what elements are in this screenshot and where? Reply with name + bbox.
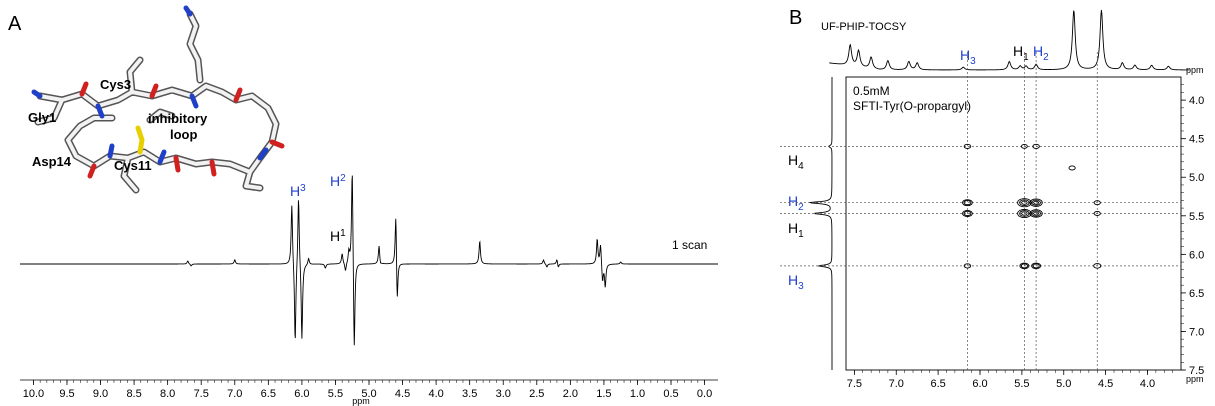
axis-a-tick-label: 2.5 (529, 388, 544, 400)
cross-peak (1093, 263, 1102, 269)
axis-a-tick-label: 5.0 (361, 388, 376, 400)
cross-peak (1029, 209, 1043, 218)
cross-peak (1029, 198, 1043, 207)
annotation-concentration: 0.5mM (853, 84, 890, 98)
side-projection-trace (808, 77, 833, 370)
axis-a-tick-label: 2.0 (563, 388, 578, 400)
top-projection-trace (829, 9, 1190, 71)
cross-peaks (962, 143, 1102, 270)
axis-a-tick-label: 3.5 (462, 388, 477, 400)
axis-a-tick-label: 9.5 (59, 388, 74, 400)
cross-peak (1017, 208, 1032, 219)
axis-b-x-tick-label: 7.0 (889, 378, 904, 390)
side-label-h3: H3 (788, 272, 804, 292)
cross-peak (1020, 144, 1028, 149)
label-inhibitory: inhibitory (148, 111, 208, 126)
label-cys11: Cys11 (114, 158, 152, 173)
top-label-h3: H3 (960, 47, 976, 67)
axis-a-tick-label: 8.5 (126, 388, 141, 400)
axis-a-tick-label: 1.0 (630, 388, 645, 400)
side-label-h2: H2 (788, 193, 804, 213)
guide-lines (780, 52, 1181, 370)
axis-b-y-tick-label: 5.5 (1189, 211, 1204, 223)
side-label-h4: H4 (788, 152, 804, 172)
spectrum-a-trace (20, 175, 718, 346)
axis-a-tick-label: 1.5 (596, 388, 611, 400)
axis-b-y-tick-label: 4.0 (1189, 95, 1204, 107)
axis-a-tick-label: 6.0 (294, 388, 309, 400)
axis-a-tick-label: 4.0 (428, 388, 443, 400)
cross-peak (1031, 262, 1042, 270)
axis-b-y-tick-label: 6.0 (1189, 249, 1204, 261)
label-asp14: Asp14 (32, 154, 72, 169)
axis-b-top-unit: ppm (1186, 65, 1204, 75)
panel-label-b: B (789, 7, 802, 29)
projection-label: UF-PHIP-TOCSY (821, 21, 907, 33)
axis-a-tick-label: 6.5 (261, 388, 276, 400)
peak-label-h3-a: H3 (290, 183, 306, 199)
axis-b-y-tick-label: 6.5 (1189, 288, 1204, 300)
axis-b-y-tick-label: 7.5 (1189, 365, 1204, 377)
axis-b-x-tick-label: 5.0 (1056, 378, 1071, 390)
annotation-compound: SFTI-Tyr(O-propargyl) (853, 99, 971, 113)
scan-label: 1 scan (672, 238, 707, 252)
cross-peak (1017, 198, 1032, 208)
axis-a-tick-label: 3.0 (496, 388, 511, 400)
top-label-h1: H1 (1013, 43, 1029, 63)
axis-a-unit: ppm (352, 396, 370, 406)
axis-b-y-tick-label: 5.0 (1189, 172, 1204, 184)
panel-label-a: A (8, 13, 22, 35)
cross-peak (963, 143, 972, 149)
axis-a-tick-label: 0.0 (697, 388, 712, 400)
axis-b-x-tick-label: 6.0 (972, 378, 987, 390)
axis-a-tick-label: 9.0 (93, 388, 108, 400)
axis-b-x-tick-label: 4.0 (1140, 378, 1155, 390)
axis-b-x-tick-label: 4.5 (1098, 378, 1113, 390)
spectrum-a-plot: 10.0 9.5 9.0 8.5 8.0 7.5 7.0 6.5 6.0 5.5 5.0 4.5 4.0… (20, 175, 718, 400)
molecule-structure-image (31, 5, 285, 194)
label-cys3: Cys3 (100, 77, 131, 92)
axis-a-tick-label: 7.5 (194, 388, 209, 400)
axis-b-x-ticks: 7.5 7.0 6.5 6.0 5.5 5.0 4.5 4.0 (847, 370, 1173, 390)
axis-a-tick-label: 0.5 (663, 388, 678, 400)
label-loop: loop (170, 127, 197, 142)
axis-a-tick-label: 5.5 (328, 388, 343, 400)
cross-peak (1093, 200, 1101, 206)
cross-peak (1019, 262, 1030, 270)
cross-peak (963, 263, 972, 269)
axis-b-y-ticks: 4.0 4.5 5.0 5.5 6.0 6.5 7.0 7.5 (1181, 84, 1204, 377)
axis-b-y-tick-label: 4.5 (1189, 134, 1204, 146)
tocsy-frame (845, 76, 1182, 371)
peak-label-h2-a: H2 (330, 173, 346, 189)
axis-b-x-tick-label: 6.5 (930, 378, 945, 390)
cross-peak (1032, 143, 1040, 149)
cross-peak (962, 210, 973, 217)
axis-a-tick-label: 10.0 (23, 388, 44, 400)
peak-label-h1-a: H1 (330, 228, 346, 244)
tocsy-2d-plot: 7.5 7.0 6.5 6.0 5.5 5.0 4.5 4.0 4.0 4.5 5.0 5.5 6.0… (780, 9, 1204, 390)
axis-a-tick-label: 4.5 (395, 388, 410, 400)
side-label-h1: H1 (788, 220, 804, 240)
axis-a-tick-label: 8.0 (160, 388, 175, 400)
top-label-h2: H2 (1033, 43, 1049, 63)
axis-b-x-unit: ppm (1186, 374, 1204, 384)
label-gly1: Gly1 (28, 110, 56, 125)
axis-a-tick-label: 7.0 (227, 388, 242, 400)
axis-b-y-tick-label: 7.0 (1189, 326, 1204, 338)
cross-peak (962, 199, 973, 207)
cross-peak (1093, 210, 1101, 216)
axis-b-x-tick-label: 7.5 (847, 378, 862, 390)
axis-a-ticks: 10.0 9.5 9.0 8.5 8.0 7.5 7.0 6.5 6.0 5.5 5.0 4.5 4.0… (23, 380, 712, 400)
axis-b-x-tick-label: 5.5 (1014, 378, 1029, 390)
cross-peak (1068, 165, 1076, 171)
